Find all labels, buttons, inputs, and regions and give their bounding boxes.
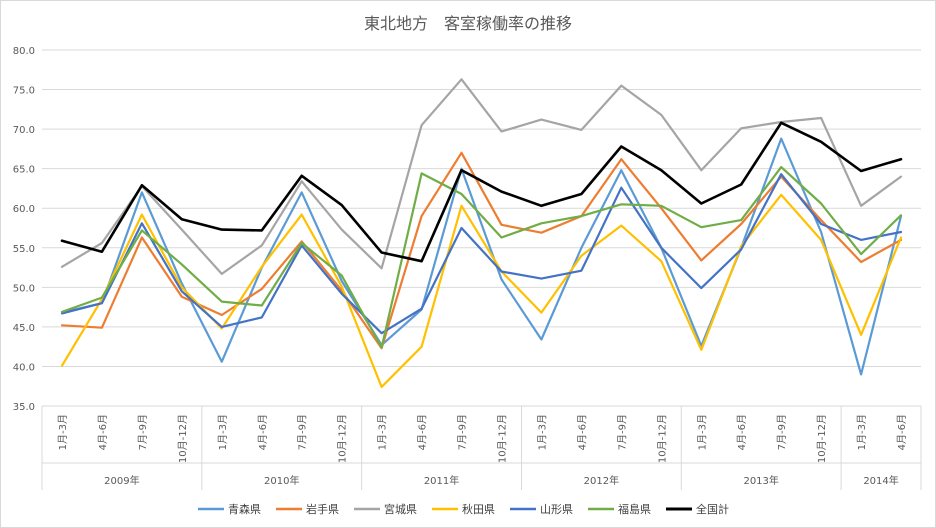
x-tick-label: 4月-6月 [257,414,269,450]
y-tick-label: 50.0 [13,283,35,294]
x-tick-label: 1月-3月 [536,414,548,450]
x-tick-label: 1月-3月 [377,414,389,450]
legend-label: 宮城県 [384,502,417,516]
legend-label: 岩手県 [306,502,339,516]
x-tick-label: 10月-12月 [337,414,349,463]
x-tick-label: 4月-6月 [417,414,429,450]
year-label: 2010年 [264,474,299,487]
x-tick-label: 7月-9月 [457,414,469,450]
x-tick-label: 1月-3月 [696,414,708,450]
legend-label: 山形県 [540,503,573,516]
x-tick-label: 10月-12月 [656,414,668,463]
series-line [60,173,903,335]
legend-label: 青森県 [228,502,261,516]
y-tick-label: 75.0 [13,86,35,97]
y-tick-label: 40.0 [13,362,35,373]
year-label: 2009年 [104,474,139,487]
x-tick-label: 4月-6月 [736,414,748,450]
legend: 青森県 岩手県 宮城県 秋田県 山形県 福島県 全国計 [198,502,729,516]
y-tick-label: 80.0 [13,46,35,57]
x-tick-label: 1月-3月 [856,414,868,450]
legend-label: 福島県 [618,502,651,516]
y-tick-label: 70.0 [13,125,35,136]
x-tick-label: 4月-6月 [97,414,109,450]
x-tick-label: 4月-6月 [576,414,588,450]
y-tick-label: 55.0 [13,244,35,255]
x-tick-label: 7月-9月 [297,414,309,450]
series-lines [60,78,903,389]
x-axis: 1月-3月 4月-6月 7月-9月 10月-12月 1月-3月 4月-6月 7月-9月 10月… [41,405,922,490]
x-tick-label: 7月-9月 [616,414,628,450]
x-tick-label: 10月-12月 [496,414,508,463]
y-tick-label: 35.0 [13,402,35,413]
legend-label: 全国計 [696,502,729,516]
series-line [60,78,903,275]
year-label: 2014年 [863,474,898,487]
year-label: 2011年 [424,474,459,487]
y-axis: 35.0 40.0 45.0 50.0 55.0 60.0 65.0 70.0 75.0 80.0 [13,46,35,413]
x-tick-label: 7月-9月 [137,414,149,450]
year-label: 2013年 [743,474,778,487]
x-tick-label: 1月-3月 [217,414,229,450]
chart-title: 東北地方 客室稼働率の推移 [364,14,572,33]
x-tick-label: 1月-3月 [57,414,69,450]
y-tick-label: 60.0 [13,204,35,215]
y-tick-label: 65.0 [13,165,35,176]
legend-label: 秋田県 [462,502,495,516]
gridlines [42,49,921,407]
x-tick-label: 10月-12月 [816,414,828,463]
series-line [60,151,903,350]
series-line [60,121,903,263]
x-tick-label: 4月-6月 [896,414,908,450]
y-tick-label: 45.0 [13,323,35,334]
series-line [60,166,903,349]
x-tick-label: 7月-9月 [776,414,788,450]
year-label: 2012年 [584,474,619,487]
x-tick-label: 10月-12月 [177,414,189,463]
